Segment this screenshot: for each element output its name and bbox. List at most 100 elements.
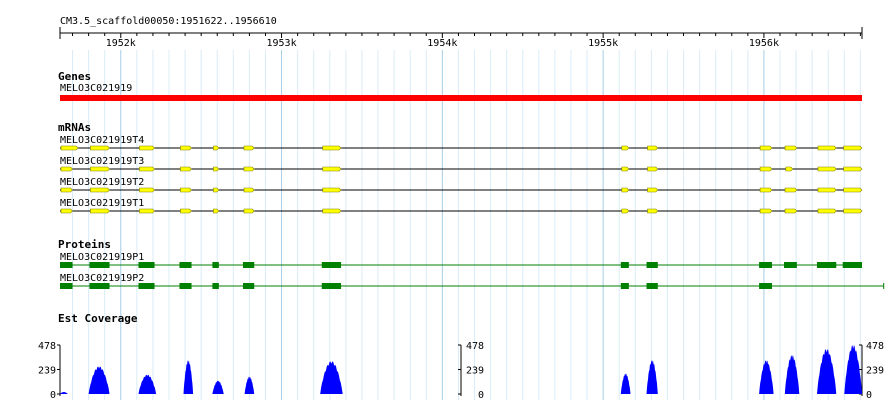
exon-block[interactable] — [843, 145, 863, 151]
protein-block[interactable] — [620, 283, 629, 289]
coverage-peak[interactable] — [244, 376, 255, 394]
exon-block[interactable] — [213, 145, 220, 151]
exon-block[interactable] — [817, 208, 837, 214]
exon-block[interactable] — [243, 166, 255, 172]
est-coverage-track[interactable]: Est Coverage 478 239 0 478 239 0 478 239 0 — [38, 312, 884, 400]
exon-block[interactable] — [90, 187, 110, 193]
protein-block[interactable] — [242, 262, 255, 268]
protein-block[interactable] — [179, 283, 192, 289]
exon-block[interactable] — [322, 145, 342, 151]
coverage-peak[interactable] — [620, 373, 631, 394]
genes-track[interactable]: Genes MELO3C021919 — [58, 70, 862, 101]
protein-block[interactable] — [89, 262, 110, 268]
exon-block[interactable] — [90, 166, 110, 172]
exon-block[interactable] — [784, 208, 798, 214]
protein-block[interactable] — [179, 262, 192, 268]
protein-block[interactable] — [212, 262, 219, 268]
exon-block[interactable] — [243, 187, 255, 193]
exon-block[interactable] — [213, 187, 220, 193]
exon-block[interactable] — [213, 208, 220, 214]
exon-block[interactable] — [817, 145, 837, 151]
exon-block[interactable] — [647, 166, 659, 172]
protein-block[interactable] — [60, 283, 73, 289]
coverage-peak[interactable] — [60, 392, 68, 394]
coverage-peak[interactable] — [844, 345, 862, 394]
exon-block[interactable] — [60, 166, 73, 172]
exon-block[interactable] — [213, 166, 220, 172]
exon-block[interactable] — [322, 187, 342, 193]
coverage-peak[interactable] — [138, 374, 157, 394]
proteins-track-label: Proteins — [58, 238, 111, 251]
exon-block[interactable] — [243, 208, 255, 214]
exon-block[interactable] — [647, 208, 659, 214]
protein-block[interactable] — [321, 262, 342, 268]
exon-block[interactable] — [843, 208, 863, 214]
exon-block[interactable] — [759, 208, 773, 214]
exon-block[interactable] — [843, 187, 863, 193]
exon-block[interactable] — [322, 208, 342, 214]
coverage-peak[interactable] — [759, 360, 774, 394]
protein-block[interactable] — [784, 262, 797, 268]
coverage-peak[interactable] — [646, 360, 658, 394]
protein-block[interactable] — [842, 262, 862, 268]
exon-block[interactable] — [647, 187, 659, 193]
exon-block[interactable] — [759, 187, 773, 193]
exon-block[interactable] — [139, 166, 155, 172]
transcript-label: MELO3C021919T4 — [60, 135, 144, 146]
exon-block[interactable] — [180, 166, 192, 172]
coverage-peak[interactable] — [784, 355, 800, 394]
exon-block[interactable] — [621, 208, 630, 214]
protein-block[interactable] — [60, 262, 73, 268]
exon-block[interactable] — [60, 145, 79, 151]
exon-block[interactable] — [817, 166, 837, 172]
exon-block[interactable] — [322, 166, 342, 172]
protein-block[interactable] — [816, 262, 837, 268]
protein-block[interactable] — [242, 283, 255, 289]
exon-block[interactable] — [243, 145, 255, 151]
exon-block[interactable] — [784, 145, 798, 151]
protein-block[interactable] — [620, 262, 629, 268]
exon-block[interactable] — [180, 208, 192, 214]
region-label: CM3.5_scaffold00050:1951622..1956610 — [60, 16, 277, 27]
exon-block[interactable] — [843, 166, 863, 172]
coverage-y-label: 0 — [866, 390, 872, 400]
exon-block[interactable] — [817, 187, 837, 193]
exon-block[interactable] — [621, 145, 630, 151]
exon-block[interactable] — [90, 145, 110, 151]
exon-block[interactable] — [621, 187, 630, 193]
exon-block[interactable] — [759, 145, 773, 151]
protein-block[interactable] — [138, 262, 155, 268]
protein-block[interactable] — [89, 283, 110, 289]
exon-block[interactable] — [180, 187, 192, 193]
exon-block[interactable] — [759, 166, 773, 172]
coverage-peak[interactable] — [212, 380, 224, 394]
exon-block[interactable] — [784, 187, 798, 193]
gene-feature-bar[interactable] — [60, 95, 862, 101]
exon-block[interactable] — [60, 208, 73, 214]
mrnas-track[interactable]: mRNAs MELO3C021919T4 MELO3C021919T3 MELO3C… — [58, 121, 863, 214]
coverage-y-label: 0 — [50, 390, 56, 400]
exon-block[interactable] — [90, 208, 110, 214]
exon-block[interactable] — [139, 187, 155, 193]
protein-block[interactable] — [759, 283, 772, 289]
protein-block[interactable] — [321, 283, 342, 289]
protein-block[interactable] — [646, 283, 658, 289]
exon-block[interactable] — [139, 208, 155, 214]
protein-block[interactable] — [138, 283, 155, 289]
coverage-peak[interactable] — [816, 349, 837, 394]
proteins-track[interactable]: Proteins MELO3C021919P1 MELO3C021919P2 — [58, 238, 885, 289]
protein-block[interactable] — [646, 262, 658, 268]
exon-block[interactable] — [60, 187, 73, 193]
coverage-peak[interactable] — [88, 366, 110, 395]
coverage-peak[interactable] — [320, 361, 343, 394]
exon-block[interactable] — [785, 166, 794, 172]
exon-block[interactable] — [621, 166, 630, 172]
exon-block[interactable] — [139, 145, 155, 151]
ruler-tick-label: 1952k — [106, 38, 136, 49]
exon-block[interactable] — [180, 145, 192, 151]
protein-block[interactable] — [759, 262, 772, 268]
protein-block[interactable] — [212, 283, 219, 289]
exon-block[interactable] — [647, 145, 659, 151]
coverage-peak[interactable] — [183, 360, 194, 394]
